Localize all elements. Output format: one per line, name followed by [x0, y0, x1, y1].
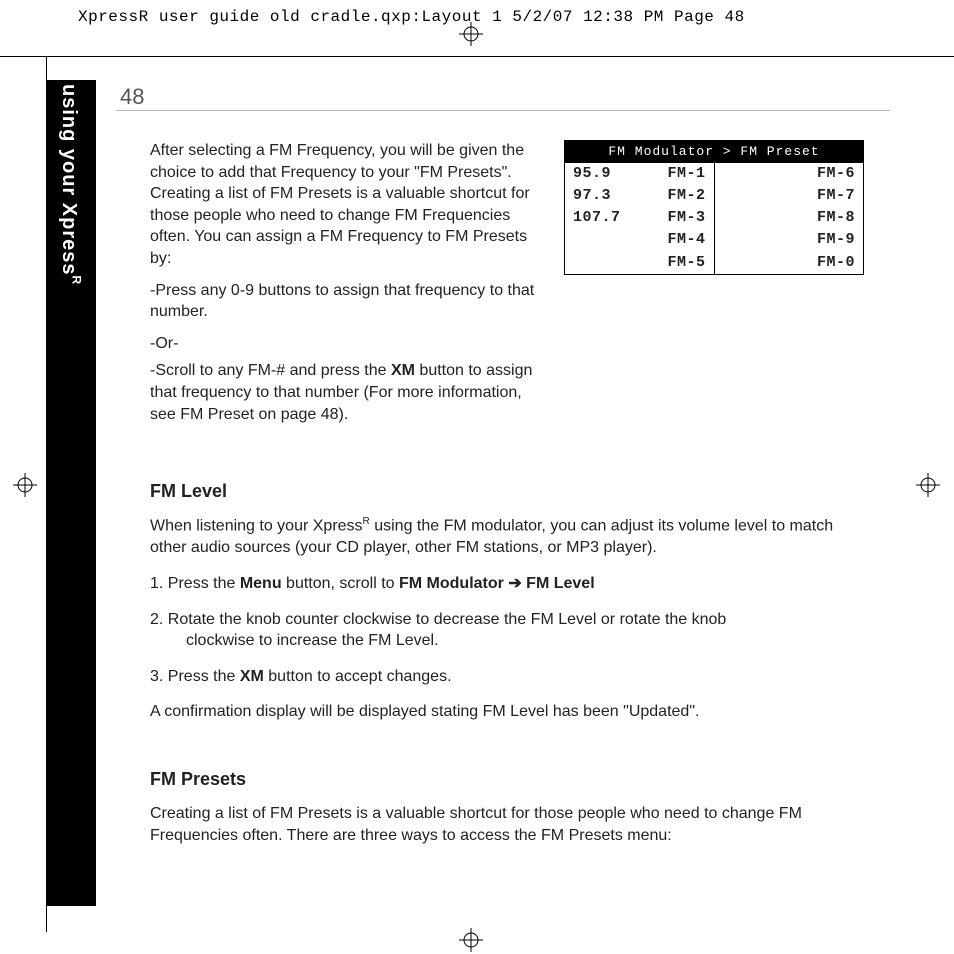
- fm-level-heading: FM Level: [150, 479, 864, 503]
- crop-header: XpressR user guide old cradle.qxp:Layout…: [78, 8, 745, 26]
- preset-row: 97.3FM-2: [565, 185, 714, 207]
- preset-row: FM-0: [715, 252, 864, 274]
- screenshot-col-right: FM-6 FM-7 FM-8 FM-9 FM-0: [715, 163, 864, 274]
- fm-level-step-3: 3. Press the XM button to accept changes…: [150, 666, 864, 688]
- preset-row: 107.7FM-3: [565, 207, 714, 229]
- page-number: 48: [120, 84, 144, 110]
- lead-paragraph-1: After selecting a FM Frequency, you will…: [150, 140, 544, 270]
- fm-presets-heading: FM Presets: [150, 767, 864, 791]
- fm-presets-body: Creating a list of FM Presets is a valua…: [150, 803, 864, 846]
- fm-level-step-2: 2. Rotate the knob counter clockwise to …: [150, 609, 864, 652]
- registration-mark-bottom: [459, 928, 483, 952]
- screenshot-title: FM Modulator > FM Preset: [565, 141, 863, 163]
- registration-mark-left: [13, 473, 37, 497]
- crop-line-horizontal: [0, 56, 954, 57]
- lead-paragraph-3: -Scroll to any FM-# and press the XM but…: [150, 360, 544, 425]
- fm-level-intro: When listening to your XpressR using the…: [150, 515, 864, 559]
- fm-preset-screenshot: FM Modulator > FM Preset 95.9FM-1 97.3FM…: [564, 140, 864, 275]
- preset-row: FM-4: [565, 229, 714, 251]
- preset-row: FM-9: [715, 229, 864, 251]
- screenshot-body: 95.9FM-1 97.3FM-2 107.7FM-3 FM-4 FM-5 FM…: [565, 163, 863, 274]
- header-rule: [116, 110, 890, 111]
- lead-paragraph-2: -Press any 0-9 buttons to assign that fr…: [150, 280, 544, 323]
- lead-or: -Or-: [150, 333, 544, 355]
- preset-row: 95.9FM-1: [565, 163, 714, 185]
- registration-mark-right: [916, 473, 940, 497]
- side-tab-label: using your XpressR: [57, 84, 84, 285]
- preset-row: FM-7: [715, 185, 864, 207]
- preset-row: FM-5: [565, 252, 714, 274]
- fm-level-confirmation: A confirmation display will be displayed…: [150, 701, 864, 723]
- preset-row: FM-6: [715, 163, 864, 185]
- page-content: FM Modulator > FM Preset 95.9FM-1 97.3FM…: [150, 140, 864, 860]
- preset-row: FM-8: [715, 207, 864, 229]
- fm-level-step-1: 1. Press the Menu button, scroll to FM M…: [150, 573, 864, 595]
- registration-mark-top: [459, 22, 483, 46]
- screenshot-col-left: 95.9FM-1 97.3FM-2 107.7FM-3 FM-4 FM-5: [565, 163, 715, 274]
